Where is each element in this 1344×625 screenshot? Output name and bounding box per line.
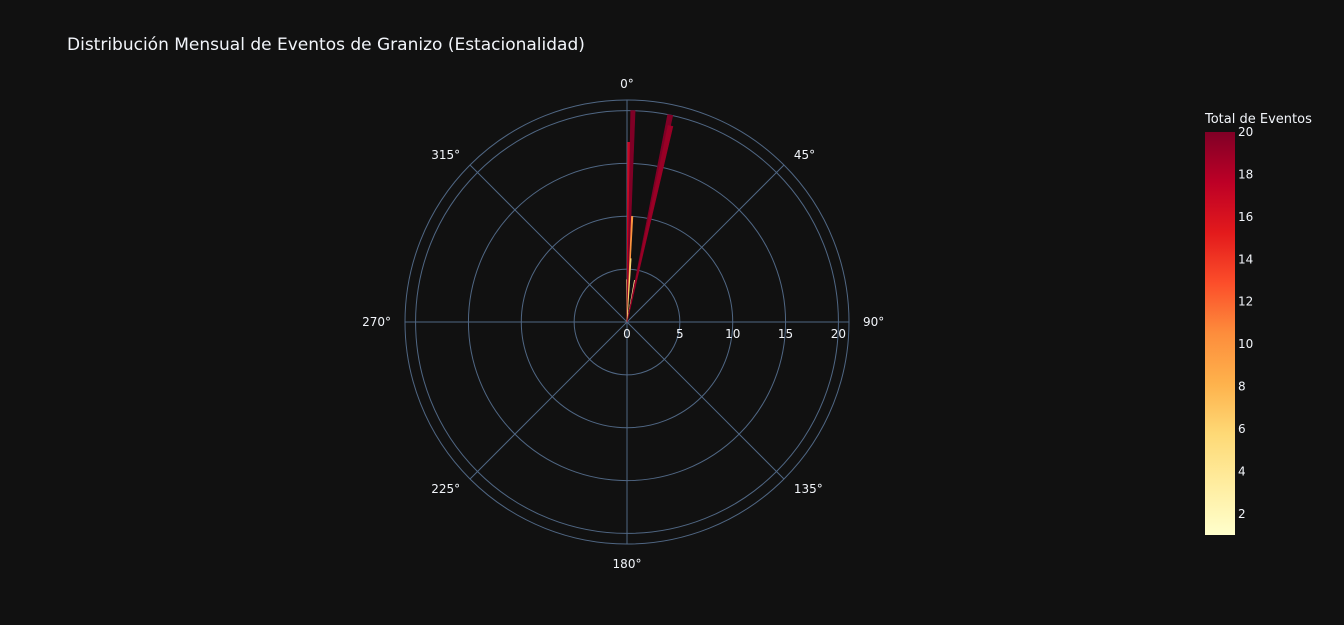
angular-gridline — [469, 321, 628, 480]
colorbar-tick-label: 20 — [1238, 125, 1253, 139]
polar-bar[interactable] — [626, 258, 632, 323]
chart-title: Distribución Mensual de Eventos de Grani… — [67, 35, 585, 55]
colorbar-tick-label: 2 — [1238, 507, 1246, 521]
colorbar-gradient — [1205, 132, 1235, 535]
colorbar-ticks: 2 4 6 8 10 12 14 16 18 20 — [1238, 125, 1253, 521]
radial-axis: 0 5 10 15 20 — [623, 327, 846, 341]
angular-tick-label: 45° — [794, 148, 815, 162]
angular-tick-label: 0° — [620, 77, 634, 91]
radial-tick-label: 15 — [778, 327, 793, 341]
colorbar-tick-label: 6 — [1238, 422, 1246, 436]
polar-bar[interactable] — [626, 125, 674, 323]
angular-gridline — [469, 164, 628, 323]
colorbar: Total de Eventos 2 4 6 8 10 12 14 16 18 20 — [1204, 112, 1312, 535]
angular-axis: 0° 45° 90° 135° 180° 225° 270° 315° — [362, 77, 884, 571]
colorbar-tick-label: 10 — [1238, 337, 1253, 351]
angular-tick-label: 225° — [431, 482, 460, 496]
colorbar-tick-label: 8 — [1238, 380, 1246, 394]
angular-tick-label: 315° — [431, 148, 460, 162]
polar-grid — [404, 99, 850, 545]
colorbar-tick-label: 4 — [1238, 464, 1246, 478]
angular-tick-label: 270° — [362, 315, 391, 329]
colorbar-tick-label: 18 — [1238, 167, 1253, 181]
colorbar-tick-label: 14 — [1238, 252, 1253, 266]
angular-tick-label: 135° — [794, 482, 823, 496]
radial-tick-label: 0 — [623, 327, 631, 341]
colorbar-title: Total de Eventos — [1204, 112, 1312, 127]
angular-gridline — [626, 164, 785, 323]
colorbar-tick-label: 12 — [1238, 295, 1253, 309]
radial-tick-label: 5 — [676, 327, 684, 341]
polar-bars — [626, 110, 674, 323]
colorbar-tick-label: 16 — [1238, 210, 1253, 224]
radial-tick-label: 20 — [831, 327, 846, 341]
angular-tick-label: 90° — [863, 315, 884, 329]
radial-tick-label: 10 — [725, 327, 740, 341]
angular-tick-label: 180° — [613, 557, 642, 571]
angular-gridline — [626, 321, 785, 480]
